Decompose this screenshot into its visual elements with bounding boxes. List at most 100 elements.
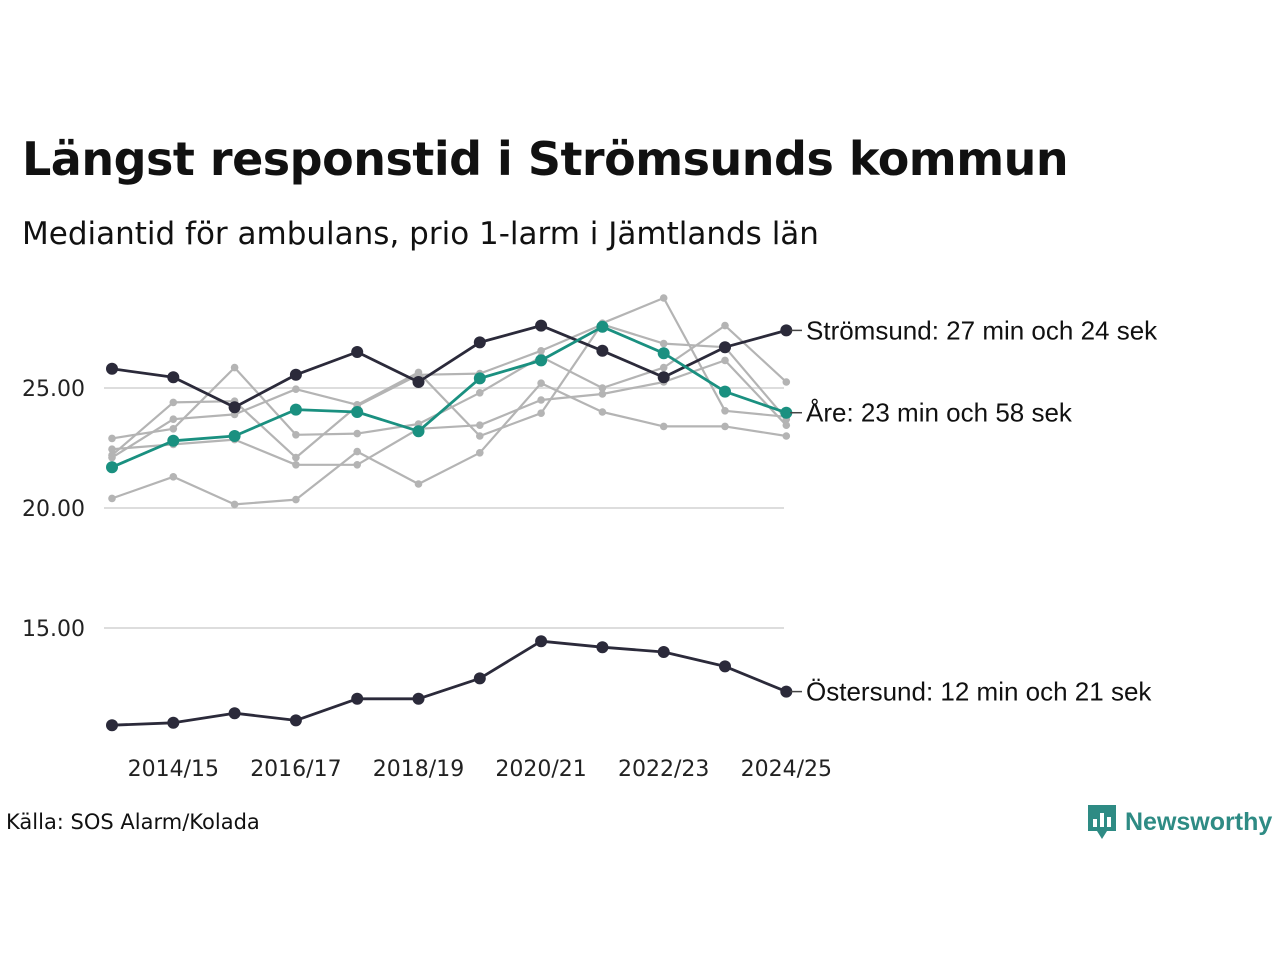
background-series-5-point [721, 356, 729, 365]
background-series-4-point [108, 453, 116, 462]
series--re-point [351, 406, 364, 418]
background-series-1-point [598, 384, 607, 392]
background-series-5-point [476, 421, 484, 430]
background-series-1 [108, 321, 791, 443]
background-series-2-point [169, 398, 178, 407]
series--re-point [167, 434, 180, 447]
series-str-msund-point [719, 341, 731, 354]
series-label--re: Åre: 23 min och 58 sek [806, 398, 1073, 428]
background-series-3-point [169, 473, 178, 481]
background-series-3-point [782, 432, 791, 440]
background-series-5-point [782, 421, 791, 430]
background-series-4-point [292, 385, 300, 394]
series-str-msund-point [473, 336, 486, 349]
series--re [106, 320, 793, 474]
series-str-msund-point [167, 371, 180, 384]
series--re-line [111, 325, 787, 469]
series-str-msund-point [289, 368, 302, 381]
series--stersund-point [228, 707, 241, 720]
series--stersund-point [167, 716, 180, 729]
background-series-1-point [476, 389, 484, 397]
background-series-1-line [111, 324, 788, 440]
background-series-5-point [292, 461, 300, 469]
background-series-4-point [659, 294, 668, 302]
series--stersund-point [412, 692, 425, 705]
y-tick-label: 15.00 [22, 617, 85, 642]
series--stersund-point [351, 692, 364, 705]
series-label-str-msund: Strömsund: 27 min och 24 sek [806, 315, 1158, 345]
newsworthy-logo-icon [1088, 805, 1116, 839]
background-series-1-point [721, 321, 729, 330]
background-series-3-point [414, 480, 423, 488]
source-note: Källa: SOS Alarm/Kolada [6, 810, 260, 834]
x-tick-label: 2014/15 [128, 757, 219, 782]
background-series-4-point [721, 407, 729, 415]
newsworthy-logo[interactable]: Newsworthy [1087, 804, 1272, 840]
background-series-3-point [537, 379, 545, 388]
background-series-4-point [476, 432, 484, 440]
series--stersund-point [106, 719, 118, 732]
background-series-2-point [537, 347, 545, 355]
series-label--stersund: Östersund: 12 min och 21 sek [806, 677, 1152, 707]
background-series-3-point [230, 500, 239, 509]
background-series-1-point [353, 429, 362, 438]
background-series-3-point [292, 495, 300, 504]
series--stersund-point [289, 714, 302, 727]
chart-subtitle: Mediantid för ambulans, prio 1-larm i Jä… [22, 216, 819, 252]
background-series-layer [108, 294, 791, 509]
axis-layer: 15.00 20.00 25.00 2014/15 2016/17 2018/19 2020… [22, 377, 832, 782]
series--stersund-point [719, 660, 731, 673]
series--stersund-point [535, 635, 548, 648]
brand-name: Newsworthy [1125, 807, 1273, 836]
series-str-msund-line [111, 324, 787, 409]
background-series-5-point [353, 461, 362, 469]
series--re-point [596, 320, 609, 333]
series--re-point [473, 372, 486, 385]
background-series-5-point [598, 390, 607, 398]
background-series-4-line [111, 296, 787, 459]
series--re-point [780, 406, 793, 419]
x-tick-label: 2016/17 [250, 757, 341, 782]
background-series-3-point [353, 447, 362, 456]
x-tick-label: 2024/25 [741, 757, 832, 782]
series--stersund-point [596, 641, 609, 654]
series--re-point [412, 425, 425, 438]
series-str-msund-point [535, 319, 548, 332]
series--re-point [106, 461, 118, 474]
background-series-5-line [111, 359, 788, 466]
series--stersund-point [780, 685, 793, 698]
y-tick-label: 20.00 [22, 497, 85, 522]
background-series-3-point [476, 449, 484, 457]
series-str-msund-point [596, 344, 609, 357]
background-series-3-point [108, 494, 116, 503]
background-series-1-point [108, 434, 116, 443]
series-str-msund [106, 319, 793, 414]
series--stersund-point [473, 672, 486, 685]
background-series-3-point [659, 422, 668, 431]
series-str-msund-point [657, 371, 670, 384]
background-series-4-point [537, 409, 545, 418]
background-series-2-point [292, 453, 300, 462]
series--re-point [228, 430, 241, 442]
series--stersund-point [657, 646, 670, 658]
series--re-point [657, 347, 670, 360]
y-tick-label: 25.00 [22, 377, 85, 402]
grid-layer [104, 387, 784, 629]
series-label-layer: Strömsund: 27 min och 24 sek Åre: 23 min … [790, 315, 1158, 707]
background-series-3-point [598, 408, 607, 416]
background-series-1-point [230, 363, 239, 372]
background-series-3-line [111, 382, 787, 506]
chart-title: Längst responstid i Strömsunds kommun [22, 132, 1069, 186]
background-series-3-point [721, 422, 729, 431]
background-series-5-point [108, 445, 116, 454]
background-series-4-point [169, 415, 178, 424]
x-tick-label: 2022/23 [618, 757, 709, 782]
background-series-4-point [414, 368, 423, 377]
background-series-1-point [169, 425, 178, 433]
series-str-msund-point [106, 362, 118, 375]
series--re-point [719, 385, 731, 398]
series-str-msund-point [780, 324, 793, 337]
series--re-point [535, 354, 548, 367]
background-series-1-point [659, 363, 668, 372]
